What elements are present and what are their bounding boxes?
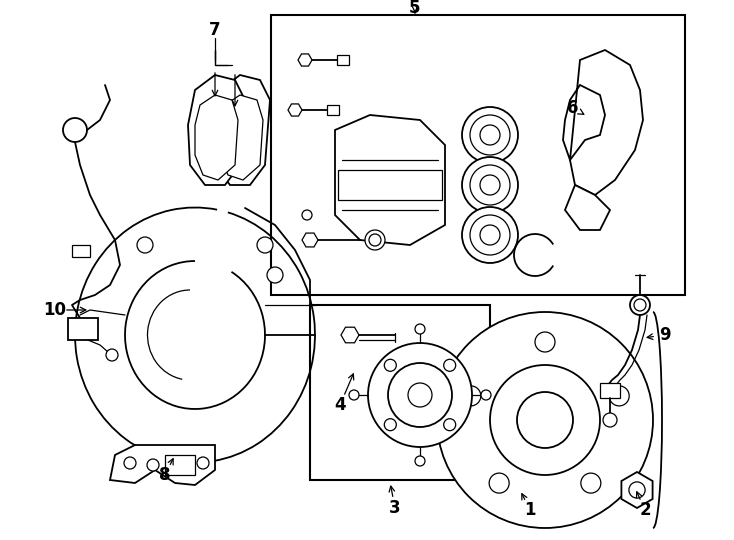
Polygon shape: [298, 54, 312, 66]
Bar: [165, 455, 195, 475]
Polygon shape: [565, 185, 610, 230]
Circle shape: [443, 359, 456, 372]
Polygon shape: [213, 75, 270, 185]
Bar: [600, 383, 620, 398]
Text: 10: 10: [43, 301, 67, 319]
Bar: [327, 105, 339, 115]
Circle shape: [535, 332, 555, 352]
Circle shape: [368, 343, 472, 447]
Text: 7: 7: [209, 21, 221, 39]
Circle shape: [415, 324, 425, 334]
Bar: [271, 15, 685, 295]
Circle shape: [437, 312, 653, 528]
Circle shape: [408, 383, 432, 407]
Text: 4: 4: [334, 396, 346, 414]
Polygon shape: [335, 115, 445, 245]
Circle shape: [480, 225, 500, 245]
Circle shape: [385, 418, 396, 431]
Circle shape: [462, 107, 518, 163]
Circle shape: [470, 115, 510, 155]
Circle shape: [63, 118, 87, 142]
Polygon shape: [220, 95, 263, 180]
Text: 6: 6: [567, 99, 578, 117]
Polygon shape: [188, 75, 245, 185]
Circle shape: [480, 175, 500, 195]
Circle shape: [517, 392, 573, 448]
Polygon shape: [302, 233, 318, 247]
Circle shape: [124, 457, 136, 469]
Circle shape: [630, 295, 650, 315]
Bar: [72, 245, 90, 257]
Polygon shape: [288, 104, 302, 116]
Circle shape: [480, 125, 500, 145]
Circle shape: [470, 165, 510, 205]
Text: 1: 1: [524, 501, 536, 519]
Bar: [337, 55, 349, 65]
Bar: [310, 305, 490, 480]
Circle shape: [415, 456, 425, 466]
Circle shape: [462, 157, 518, 213]
Circle shape: [106, 349, 118, 361]
Circle shape: [634, 299, 646, 311]
Polygon shape: [622, 472, 653, 508]
Circle shape: [481, 390, 491, 400]
Circle shape: [461, 386, 481, 406]
Circle shape: [147, 459, 159, 471]
Text: 5: 5: [410, 0, 421, 17]
Circle shape: [137, 237, 153, 253]
Text: 2: 2: [639, 501, 651, 519]
Polygon shape: [341, 327, 359, 343]
Polygon shape: [110, 445, 215, 485]
Text: 3: 3: [389, 499, 401, 517]
Circle shape: [267, 267, 283, 283]
Circle shape: [581, 473, 601, 493]
Circle shape: [385, 359, 396, 372]
Circle shape: [388, 363, 452, 427]
Circle shape: [490, 365, 600, 475]
Text: 9: 9: [659, 326, 671, 344]
Bar: [68, 318, 98, 340]
Circle shape: [197, 457, 209, 469]
Polygon shape: [563, 50, 643, 195]
Circle shape: [462, 207, 518, 263]
Circle shape: [470, 215, 510, 255]
Circle shape: [369, 234, 381, 246]
Polygon shape: [195, 95, 238, 180]
Text: 8: 8: [159, 466, 171, 484]
Bar: [338, 170, 442, 200]
Circle shape: [302, 210, 312, 220]
Circle shape: [609, 386, 629, 406]
Circle shape: [349, 390, 359, 400]
Circle shape: [257, 237, 273, 253]
Circle shape: [489, 473, 509, 493]
Circle shape: [365, 230, 385, 250]
Circle shape: [629, 482, 645, 498]
Circle shape: [603, 413, 617, 427]
Circle shape: [443, 418, 456, 431]
